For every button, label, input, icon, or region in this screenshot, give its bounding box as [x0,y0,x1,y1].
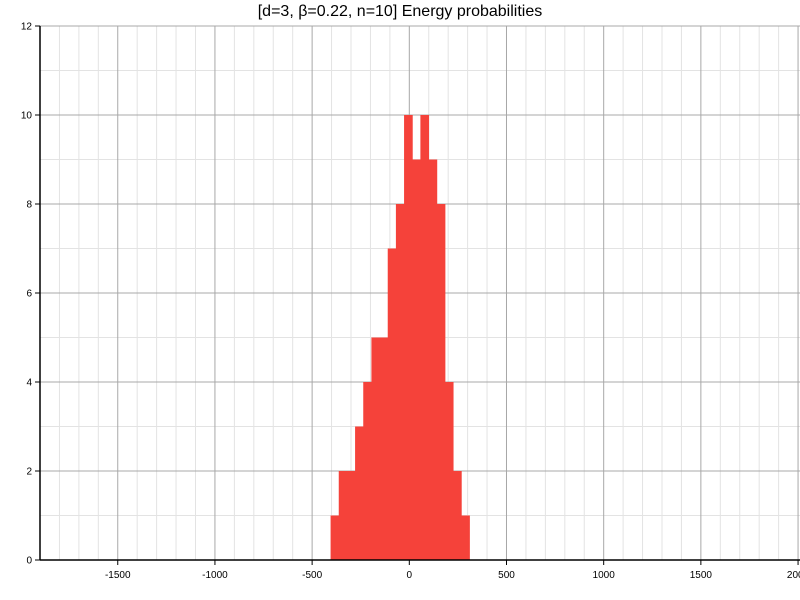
histogram-bar [444,382,454,560]
histogram-bar [461,515,470,560]
grid-major [40,25,800,560]
y-tick-label: 0 [26,556,32,567]
y-tick-label: 12 [21,22,33,33]
y-tick-label: 4 [26,378,32,389]
histogram-bar [338,471,348,560]
x-tick-label: -500 [302,570,322,581]
bars [330,115,470,560]
histogram-bar [428,159,438,560]
x-tick-label: -1500 [105,570,131,581]
histogram-bar [420,115,430,560]
x-tick-label: 0 [407,570,413,581]
x-tick-label: 500 [498,570,515,581]
histogram-bar [346,471,356,560]
x-tick-labels: -1500 -1000 -500 0 500 1000 1500 2000 [105,570,800,581]
histogram-bar [379,337,389,560]
x-tick-label: -1000 [202,570,228,581]
y-tick-label: 2 [26,467,32,478]
y-tick-labels: 0 2 4 6 8 10 12 [21,22,33,567]
histogram-bar [404,115,413,560]
y-tick-label: 6 [26,289,32,300]
x-tick-label: 2000 [787,570,800,581]
histogram-bar [363,382,372,560]
histogram-bar [355,426,364,560]
histogram-bar [412,159,421,560]
x-tick-label: 1000 [593,570,616,581]
y-tick-label: 10 [21,111,33,122]
x-tick-label: 1500 [690,570,713,581]
histogram-bar [330,515,340,560]
axes [35,25,800,565]
histogram-bar [387,248,397,560]
y-tick-label: 8 [26,200,32,211]
histogram-bar [371,337,381,560]
histogram-bar [453,471,462,560]
histogram-bar [436,204,446,560]
histogram-bar [395,204,405,560]
chart-title: [d=3, β=0.22, n=10] Energy probabilities [257,3,543,20]
